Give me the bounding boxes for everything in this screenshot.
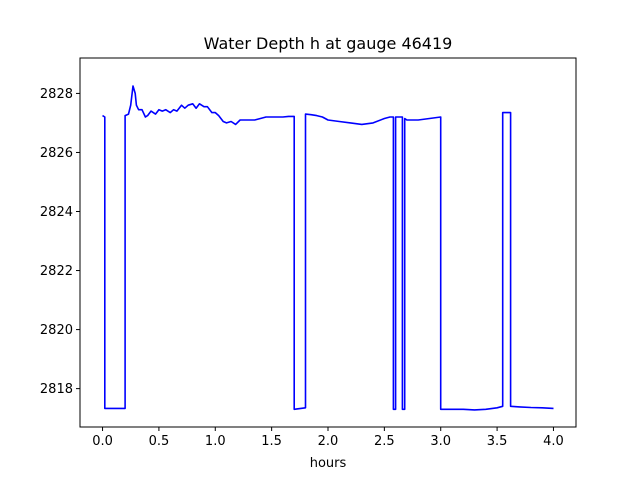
series-layer xyxy=(102,85,554,411)
y-axis: 2818 2820 2822 2824 2826 2828 xyxy=(40,87,80,397)
x-tick-label: 3.5 xyxy=(487,434,508,449)
chart-title: Water Depth h at gauge 46419 xyxy=(204,34,453,53)
x-tick-label: 2.5 xyxy=(374,434,395,449)
x-tick-label: 2.0 xyxy=(318,434,339,449)
x-axis: 0.0 0.5 1.0 1.5 2.0 2.5 3.0 3.5 4.0 xyxy=(92,427,564,449)
plot-frame xyxy=(79,57,577,428)
y-tick-label: 2826 xyxy=(40,146,73,161)
y-tick-label: 2818 xyxy=(40,382,73,397)
x-tick-label: 1.0 xyxy=(205,434,226,449)
series-line xyxy=(102,85,554,411)
y-tick-label: 2820 xyxy=(40,323,73,338)
y-tick-label: 2822 xyxy=(40,264,73,279)
x-tick-label: 4.0 xyxy=(543,434,564,449)
x-tick-label: 0.5 xyxy=(149,434,170,449)
x-tick-label: 0.0 xyxy=(92,434,113,449)
x-tick-label: 3.0 xyxy=(430,434,451,449)
x-axis-label: hours xyxy=(310,456,347,471)
x-tick-label: 1.5 xyxy=(261,434,282,449)
y-tick-label: 2824 xyxy=(40,205,73,220)
y-tick-label: 2828 xyxy=(40,87,73,102)
